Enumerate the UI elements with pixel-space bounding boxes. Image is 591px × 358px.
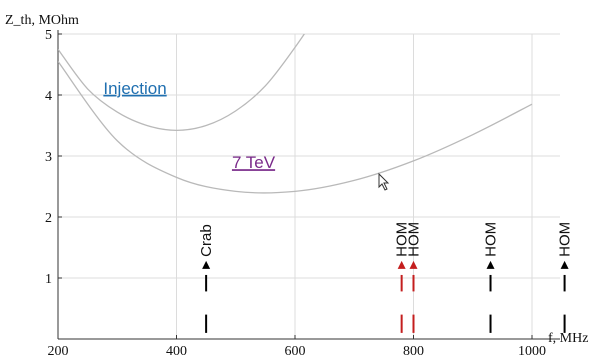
grid	[57, 33, 560, 339]
y-tick-label: 2	[45, 211, 52, 226]
y-tick-label: 3	[45, 150, 52, 165]
series-label: Injection	[103, 79, 166, 98]
marker-label: HOM	[394, 222, 411, 257]
mouse-cursor-icon	[378, 172, 390, 191]
marker-arrow	[486, 260, 495, 269]
series-group: Injection 7 TeV	[58, 34, 533, 194]
x-tick-label: 400	[166, 344, 187, 358]
marker-label: HOM	[557, 222, 574, 257]
marker-arrow	[560, 260, 569, 269]
y-tick-label: 1	[45, 272, 52, 287]
marker-arrow	[409, 260, 418, 269]
marker-arrow	[397, 260, 406, 269]
x-tick-label: 1000	[518, 344, 546, 358]
marker-arrow	[202, 260, 211, 269]
marker-label: HOM	[483, 222, 500, 257]
axes	[57, 30, 560, 340]
tick-labels: 200 400 600 800 1000 1 2 3 4 5	[45, 28, 546, 358]
marker-label: HOM	[406, 222, 423, 257]
x-tick-label: 800	[403, 344, 424, 358]
x-axis-title: f, MHz	[548, 331, 588, 346]
series-label: 7 TeV	[232, 153, 276, 172]
y-tick-label: 5	[45, 28, 52, 43]
series-line	[58, 34, 306, 132]
marker-label: Crab	[198, 224, 215, 257]
x-tick-label: 200	[48, 344, 69, 358]
x-tick-label: 600	[285, 344, 306, 358]
y-tick-label: 4	[45, 89, 52, 104]
series-line	[58, 61, 533, 194]
y-axis-title: Z_th, MOhm	[5, 13, 79, 28]
